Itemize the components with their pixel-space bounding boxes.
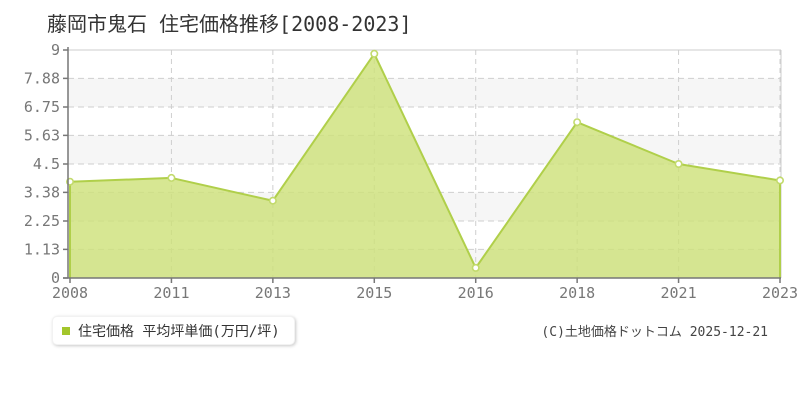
x-tick-label: 2008 (52, 284, 88, 302)
data-point (775, 176, 784, 185)
copyright-text: (C)土地価格ドットコム 2025-12-21 (541, 325, 768, 340)
data-point (370, 49, 379, 58)
x-tick-label: 2013 (255, 284, 291, 302)
legend-swatch-icon (62, 326, 70, 335)
y-tick-label: 9 (51, 41, 60, 59)
x-tick-label: 2015 (356, 284, 392, 302)
y-tick-label: 3.38 (24, 183, 60, 201)
x-tick-label: 2011 (153, 284, 189, 302)
area-fill (70, 53, 780, 278)
plot-band (68, 78, 781, 107)
y-tick-label: 0 (51, 269, 60, 287)
y-tick-label: 4.5 (33, 155, 60, 173)
series-line (69, 52, 781, 278)
y-tick-label: 6.75 (24, 98, 60, 116)
data-point (471, 263, 480, 272)
data-point (167, 173, 176, 182)
y-tick-label: 5.63 (24, 126, 60, 144)
data-point (268, 196, 277, 205)
legend-label: 住宅価格 平均坪単価(万円/坪) (78, 323, 280, 340)
y-tick-label: 7.88 (24, 69, 60, 87)
data-point (573, 118, 582, 127)
y-tick-label: 1.13 (24, 240, 60, 258)
x-tick-label: 2016 (458, 284, 494, 302)
legend: 住宅価格 平均坪単価(万円/坪) (52, 316, 295, 345)
x-tick-label: 2021 (661, 284, 697, 302)
plot-band (68, 50, 781, 79)
x-tick-label: 2023 (762, 284, 798, 302)
data-point (674, 160, 683, 169)
page-title: 藤岡市鬼石 住宅価格推移[2008-2023] (47, 12, 412, 36)
y-tick-label: 2.25 (24, 212, 60, 230)
x-tick-label: 2018 (559, 284, 595, 302)
plot-band (68, 107, 781, 136)
